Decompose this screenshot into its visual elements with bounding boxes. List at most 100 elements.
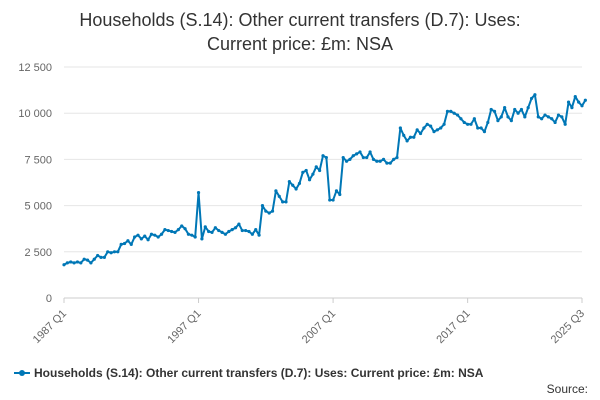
data-point [136, 233, 140, 237]
data-point [348, 157, 352, 161]
data-point [412, 135, 416, 139]
chart-title: Households (S.14): Other current transfe… [0, 8, 600, 56]
data-point [355, 152, 359, 156]
x-tick-label: 2007 Q1 [300, 308, 338, 346]
data-point [203, 225, 207, 229]
data-point [294, 187, 298, 191]
x-axis: 1987 Q1 1997 Q1 2007 Q1 2017 Q1 2025 Q3 [31, 298, 587, 346]
data-point [139, 237, 143, 241]
data-point [210, 230, 214, 234]
data-point [368, 150, 372, 154]
data-point [570, 106, 574, 110]
data-point [432, 130, 436, 134]
data-point [566, 100, 571, 104]
data-point [146, 238, 150, 242]
data-point [112, 250, 117, 254]
data-point [274, 189, 278, 193]
data-point [254, 228, 258, 232]
plot-area [62, 93, 587, 267]
data-point [311, 172, 315, 176]
x-tick-label: 1997 Q1 [165, 308, 203, 346]
data-point [133, 235, 137, 239]
data-point [213, 226, 217, 230]
data-point [388, 161, 392, 165]
data-point [200, 237, 204, 241]
data-point [496, 118, 500, 123]
data-point [540, 117, 544, 121]
data-point [381, 157, 386, 161]
data-point [85, 258, 90, 262]
data-point [573, 94, 577, 99]
y-tick-label: 10 000 [18, 108, 52, 120]
data-point [341, 155, 345, 160]
legend[interactable]: Households (S.14): Other current transfe… [14, 366, 483, 380]
data-point [533, 93, 537, 97]
data-point [328, 198, 332, 202]
data-point [455, 113, 460, 117]
data-point [526, 106, 530, 110]
data-point [183, 227, 187, 231]
data-point [260, 204, 265, 208]
data-point [523, 115, 527, 119]
data-point [99, 255, 103, 259]
data-point [418, 131, 423, 136]
data-point [577, 100, 581, 104]
data-point [116, 250, 120, 254]
data-point [375, 159, 379, 163]
y-tick-label: 12 500 [18, 62, 52, 74]
data-point [196, 191, 201, 195]
data-point [96, 253, 100, 258]
data-point [250, 232, 254, 236]
data-point [365, 155, 369, 160]
data-point [106, 250, 110, 254]
data-point [153, 233, 157, 237]
data-point [129, 242, 133, 247]
data-point [476, 126, 480, 130]
data-point [435, 128, 439, 132]
data-point [267, 211, 271, 215]
data-point [429, 124, 433, 128]
data-point [233, 226, 238, 230]
data-point [449, 109, 453, 113]
data-point [358, 150, 362, 154]
data-point [331, 198, 335, 202]
data-point [264, 209, 268, 213]
data-point [546, 115, 550, 119]
y-tick-label: 7 500 [24, 154, 52, 166]
data-point [281, 200, 285, 204]
data-point [560, 115, 564, 119]
data-point [190, 233, 194, 237]
data-point [489, 107, 493, 112]
data-point [207, 229, 211, 234]
data-point [65, 261, 69, 265]
data-point [287, 179, 291, 184]
data-point [371, 157, 376, 161]
data-point [563, 122, 567, 126]
data-point [395, 155, 399, 160]
x-tick-label: 2017 Q1 [434, 308, 472, 346]
data-point [102, 255, 106, 259]
data-point [459, 117, 463, 121]
data-point [321, 154, 325, 158]
data-point [580, 104, 584, 108]
data-point [513, 107, 517, 112]
data-point [173, 230, 177, 234]
data-point [472, 117, 476, 121]
data-point [334, 189, 339, 193]
data-point [163, 228, 167, 232]
data-point [156, 235, 160, 239]
legend-line-marker-icon [14, 369, 30, 377]
data-point [318, 168, 322, 173]
data-point [469, 122, 473, 126]
data-point [143, 234, 147, 238]
data-point [270, 209, 275, 213]
data-point [62, 263, 66, 267]
data-point [82, 257, 86, 261]
data-point [159, 232, 164, 236]
data-point [378, 159, 382, 163]
data-point [79, 261, 83, 265]
data-point [69, 260, 73, 264]
data-point [344, 159, 349, 163]
data-point [516, 111, 520, 115]
data-point [72, 261, 76, 265]
